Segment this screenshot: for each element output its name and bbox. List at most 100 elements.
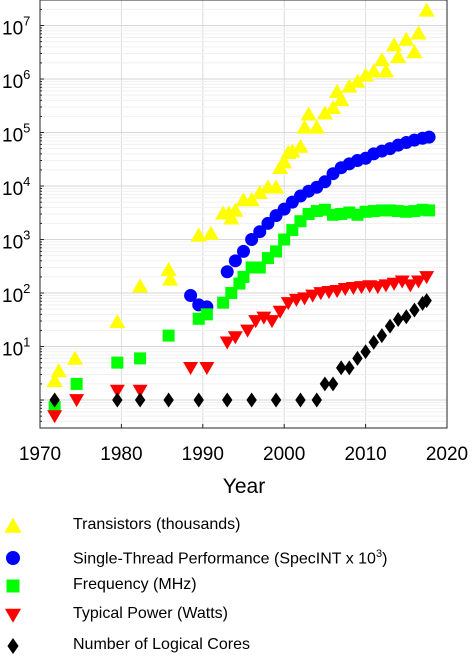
data-point <box>341 78 358 93</box>
y-tick-label-base: 10 <box>2 340 23 361</box>
data-point <box>384 318 396 334</box>
legend-label-text: Single-Thread Performance (SpecINT x 10 <box>73 550 376 568</box>
data-point <box>246 392 257 408</box>
data-point <box>409 302 420 318</box>
x-tick-label: 2020 <box>426 444 468 465</box>
data-point <box>190 227 207 242</box>
data-point <box>70 377 83 390</box>
y-tick-label-exponent: 5 <box>23 121 30 136</box>
data-point <box>66 350 84 365</box>
y-tick-label: 105 <box>2 121 30 147</box>
legend-item: Number of Logical Cores <box>0 632 474 660</box>
series-2 <box>48 203 436 414</box>
y-tick-label-base: 10 <box>2 286 23 307</box>
x-tick-label: 2010 <box>344 444 386 465</box>
data-point <box>308 119 325 134</box>
data-point <box>261 252 274 265</box>
legend-marker <box>4 517 22 533</box>
data-point <box>49 392 60 408</box>
y-tick-label-base: 10 <box>2 233 23 254</box>
data-point <box>410 25 427 40</box>
tick-marks <box>39 0 448 429</box>
data-point <box>386 277 402 291</box>
y-tick-label-exponent: 7 <box>23 14 30 29</box>
data-point <box>261 216 275 230</box>
data-point <box>392 312 404 327</box>
legend-marker-shape <box>4 517 22 533</box>
data-point <box>418 2 435 17</box>
data-point <box>292 138 309 153</box>
data-point <box>200 308 213 321</box>
data-point <box>223 210 240 225</box>
legend-marker-shape <box>6 551 20 565</box>
y-tick-label: 106 <box>2 67 30 93</box>
data-point <box>243 192 260 207</box>
data-point <box>377 63 394 78</box>
data-point <box>421 293 432 309</box>
data-point <box>134 352 147 365</box>
data-point <box>297 292 313 306</box>
data-point <box>219 336 235 350</box>
data-point <box>327 376 339 392</box>
data-point <box>217 296 230 309</box>
data-point <box>324 100 342 115</box>
data-point <box>50 363 67 378</box>
data-point <box>311 392 322 408</box>
data-point <box>390 49 407 64</box>
y-tick-label-exponent: 2 <box>23 281 30 296</box>
data-point <box>253 225 267 239</box>
data-point <box>284 143 301 158</box>
data-point <box>398 31 415 46</box>
data-point <box>162 329 175 342</box>
data-point <box>305 289 321 303</box>
data-point <box>376 328 388 344</box>
y-tick-label-base: 10 <box>2 72 23 93</box>
data-point <box>357 67 374 82</box>
legend-marker-shape <box>6 579 20 593</box>
legend-marker <box>4 608 22 623</box>
y-tick-label-exponent: 3 <box>23 228 30 243</box>
data-point <box>183 361 199 375</box>
x-tick-label: 1970 <box>19 444 61 465</box>
data-point <box>162 271 179 286</box>
data-point <box>193 392 204 408</box>
data-point <box>237 244 250 258</box>
data-point <box>406 44 423 59</box>
data-point <box>248 315 264 329</box>
data-point <box>419 271 435 285</box>
data-point <box>352 350 363 366</box>
data-point <box>300 106 317 121</box>
series-4 <box>49 293 432 408</box>
data-point <box>316 105 333 120</box>
data-point <box>386 37 403 52</box>
data-point <box>46 372 63 387</box>
data-point <box>349 73 366 88</box>
series-0 <box>46 2 435 387</box>
y-tick-label-base: 10 <box>2 19 23 40</box>
data-point <box>132 278 149 293</box>
data-point <box>222 392 233 408</box>
data-point <box>184 288 198 302</box>
series-3 <box>47 271 435 424</box>
legend-item: Single-Thread Performance (SpecINT x 103… <box>0 544 474 572</box>
data-point <box>199 361 215 375</box>
data-point <box>225 287 238 300</box>
x-tick-label: 1980 <box>100 444 142 465</box>
data-point <box>270 245 283 258</box>
y-tick-label-base: 10 <box>2 126 23 147</box>
data-point <box>296 119 313 134</box>
legend-label: Frequency (MHz) <box>73 576 197 593</box>
data-point <box>319 376 331 392</box>
data-point <box>344 360 355 376</box>
data-point <box>318 175 332 189</box>
legend-item: Typical Power (Watts) <box>0 601 474 629</box>
data-point <box>47 410 63 424</box>
legend-label: Number of Logical Cores <box>73 636 250 653</box>
legend-marker <box>7 637 19 655</box>
y-tick-label-base: 10 <box>2 179 23 200</box>
x-tick-label: 1990 <box>182 444 224 465</box>
data-point <box>160 261 177 276</box>
y-tick-label: 101 <box>2 335 30 361</box>
y-tick-label-exponent: 4 <box>23 174 30 189</box>
data-point <box>268 179 285 194</box>
